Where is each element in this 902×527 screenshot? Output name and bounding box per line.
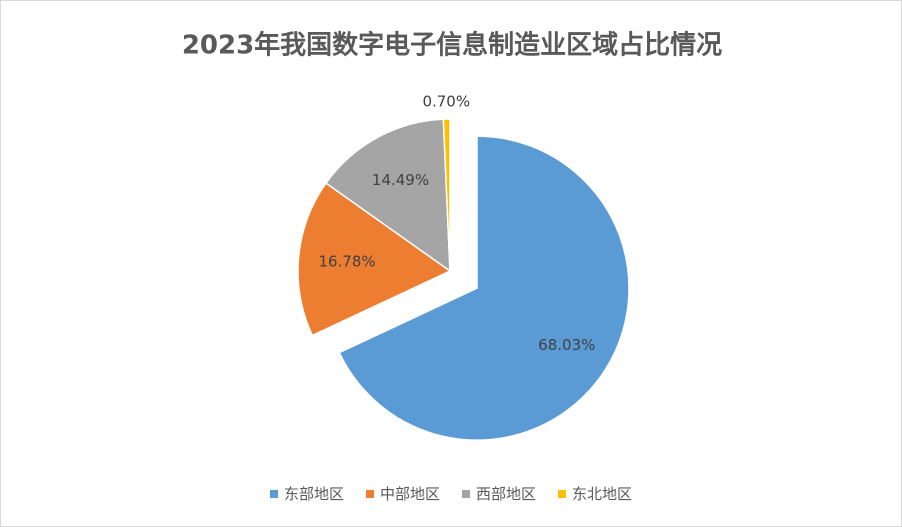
chart-title: 2023年我国数字电子信息制造业区域占比情况 <box>182 30 722 61</box>
pie-slice <box>324 118 451 273</box>
pie-slice <box>338 135 630 441</box>
data-label: 16.78% <box>318 252 375 270</box>
data-label: 68.03% <box>538 336 595 354</box>
legend-item: 中部地区 <box>365 483 440 504</box>
legend-swatch <box>462 489 470 498</box>
legend-item: 西部地区 <box>462 483 536 504</box>
pie-slice <box>442 118 451 272</box>
legend-swatch <box>269 489 278 498</box>
legend-swatch <box>365 489 374 498</box>
legend-swatch <box>558 489 567 498</box>
data-label: 14.49% <box>372 171 429 189</box>
legend-item: 东北地区 <box>558 483 632 504</box>
legend-label: 东部地区 <box>283 485 344 503</box>
legend: 东部地区 中部地区 西部地区 东北地区 <box>1 483 901 504</box>
legend-label: 中部地区 <box>379 485 440 503</box>
legend-label: 东北地区 <box>572 485 633 503</box>
legend-label: 西部地区 <box>476 485 537 503</box>
pie-slice <box>297 182 452 337</box>
legend-item: 东部地区 <box>269 483 344 504</box>
data-label: 0.70% <box>422 93 470 111</box>
